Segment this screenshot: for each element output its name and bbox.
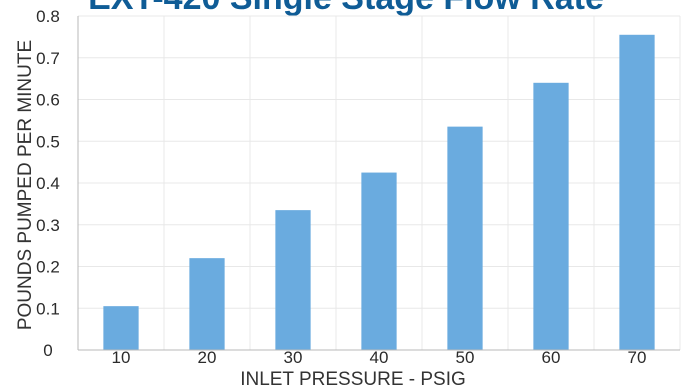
y-tick-label: 0.2	[36, 258, 60, 277]
x-tick-label: 50	[456, 348, 475, 367]
y-tick-label: 0.7	[36, 49, 60, 68]
gridlines	[78, 15, 681, 350]
y-axis-title: POUNDS PUMPED PER MINUTE	[15, 40, 36, 330]
bar-70	[619, 34, 655, 350]
y-tick-label: 0.4	[36, 174, 60, 193]
x-axis-title: INLET PRESSURE - PSIG	[240, 369, 466, 388]
x-tick-labels: 10 20 30 40 50 60 70	[112, 348, 647, 367]
bar-50	[447, 126, 483, 350]
y-tick-label: 0.1	[36, 299, 60, 318]
bar-30	[275, 210, 311, 350]
y-tick-label: 0.3	[36, 216, 60, 235]
chart-title: EXT-420 Single Stage Flow Rate	[88, 0, 604, 17]
y-tick-label: 0.6	[36, 91, 60, 110]
y-tick-label: 0.8	[36, 7, 60, 26]
bar-20	[189, 258, 225, 350]
bar-40	[361, 172, 397, 350]
y-tick-label: 0.5	[36, 132, 60, 151]
y-tick-label: 0	[43, 341, 52, 360]
x-tick-label: 70	[628, 348, 647, 367]
x-tick-label: 60	[542, 348, 561, 367]
x-tick-label: 10	[112, 348, 131, 367]
x-tick-label: 20	[198, 348, 217, 367]
x-tick-label: 30	[284, 348, 303, 367]
bars	[103, 34, 655, 351]
axes	[77, 16, 680, 351]
y-tick-labels: 0 0.1 0.2 0.3 0.4 0.5 0.6 0.7 0.8	[36, 7, 60, 360]
x-tick-label: 40	[370, 348, 389, 367]
bar-10	[103, 306, 139, 350]
bar-60	[533, 82, 569, 351]
